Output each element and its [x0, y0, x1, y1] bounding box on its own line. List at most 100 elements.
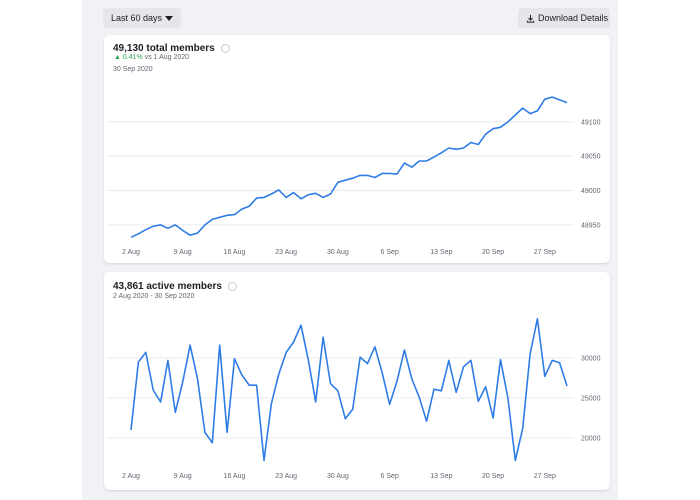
data-point[interactable] [365, 173, 369, 177]
data-point[interactable] [129, 235, 133, 239]
data-point[interactable] [336, 180, 340, 184]
data-point[interactable] [469, 140, 473, 144]
data-point[interactable] [402, 348, 406, 352]
data-point[interactable] [528, 352, 532, 356]
data-point[interactable] [439, 151, 443, 155]
data-point[interactable] [232, 212, 236, 216]
data-point[interactable] [217, 215, 221, 219]
data-point[interactable] [513, 113, 517, 117]
data-point[interactable] [321, 335, 325, 339]
data-point[interactable] [373, 345, 377, 349]
data-point[interactable] [350, 407, 354, 411]
data-point[interactable] [144, 227, 148, 231]
data-point[interactable] [506, 120, 510, 124]
data-point[interactable] [476, 142, 480, 146]
data-point[interactable] [291, 190, 295, 194]
info-icon[interactable] [227, 282, 237, 291]
data-point[interactable] [557, 361, 561, 365]
data-point[interactable] [306, 358, 310, 362]
data-point[interactable] [328, 192, 332, 196]
data-point[interactable] [210, 217, 214, 221]
data-point[interactable] [225, 213, 229, 217]
data-point[interactable] [350, 176, 354, 180]
data-point[interactable] [181, 228, 185, 232]
data-point[interactable] [166, 358, 170, 362]
data-point[interactable] [314, 400, 318, 404]
data-point[interactable] [210, 441, 214, 445]
data-point[interactable] [454, 147, 458, 151]
data-point[interactable] [410, 165, 414, 169]
data-point[interactable] [136, 360, 140, 364]
data-point[interactable] [387, 402, 391, 406]
data-point[interactable] [158, 400, 162, 404]
data-point[interactable] [373, 175, 377, 179]
data-point[interactable] [203, 430, 207, 434]
data-point[interactable] [269, 401, 273, 405]
data-point[interactable] [336, 389, 340, 393]
data-point[interactable] [166, 226, 170, 230]
data-point[interactable] [343, 417, 347, 421]
data-point[interactable] [491, 127, 495, 131]
data-point[interactable] [358, 355, 362, 359]
data-point[interactable] [144, 350, 148, 354]
data-point[interactable] [284, 195, 288, 199]
data-point[interactable] [240, 373, 244, 377]
data-point[interactable] [476, 399, 480, 403]
data-point[interactable] [417, 395, 421, 399]
data-point[interactable] [498, 357, 502, 361]
data-point[interactable] [328, 381, 332, 385]
data-point[interactable] [410, 377, 414, 381]
data-point[interactable] [232, 357, 236, 361]
data-point[interactable] [387, 171, 391, 175]
data-point[interactable] [447, 146, 451, 150]
data-point[interactable] [306, 192, 310, 196]
data-point[interactable] [269, 192, 273, 196]
data-point[interactable] [217, 343, 221, 347]
data-point[interactable] [262, 195, 266, 199]
data-point[interactable] [395, 379, 399, 383]
data-point[interactable] [277, 188, 281, 192]
data-point[interactable] [188, 343, 192, 347]
data-point[interactable] [277, 372, 281, 376]
data-point[interactable] [299, 197, 303, 201]
info-icon[interactable] [220, 44, 230, 53]
data-point[interactable] [158, 223, 162, 227]
data-point[interactable] [498, 125, 502, 129]
data-point[interactable] [284, 350, 288, 354]
data-point[interactable] [513, 458, 517, 462]
data-point[interactable] [461, 146, 465, 150]
data-point[interactable] [395, 172, 399, 176]
data-point[interactable] [469, 358, 473, 362]
data-point[interactable] [484, 132, 488, 136]
data-point[interactable] [358, 173, 362, 177]
data-point[interactable] [321, 195, 325, 199]
data-point[interactable] [557, 98, 561, 102]
data-point[interactable] [151, 388, 155, 392]
data-point[interactable] [543, 97, 547, 101]
data-point[interactable] [173, 410, 177, 414]
data-point[interactable] [380, 171, 384, 175]
data-point[interactable] [424, 159, 428, 163]
data-point[interactable] [299, 323, 303, 327]
data-point[interactable] [343, 178, 347, 182]
data-point[interactable] [535, 317, 539, 321]
data-point[interactable] [528, 111, 532, 115]
data-point[interactable] [247, 383, 251, 387]
data-point[interactable] [402, 161, 406, 165]
download-details-button[interactable]: Download Details [518, 8, 610, 28]
data-point[interactable] [535, 109, 539, 113]
data-point[interactable] [247, 204, 251, 208]
data-point[interactable] [484, 385, 488, 389]
data-point[interactable] [432, 387, 436, 391]
data-point[interactable] [461, 365, 465, 369]
data-point[interactable] [550, 95, 554, 99]
data-point[interactable] [424, 419, 428, 423]
data-point[interactable] [439, 389, 443, 393]
data-point[interactable] [188, 233, 192, 237]
data-point[interactable] [314, 191, 318, 195]
data-point[interactable] [550, 358, 554, 362]
data-point[interactable] [203, 223, 207, 227]
data-point[interactable] [380, 371, 384, 375]
data-point[interactable] [506, 396, 510, 400]
data-point[interactable] [262, 458, 266, 462]
